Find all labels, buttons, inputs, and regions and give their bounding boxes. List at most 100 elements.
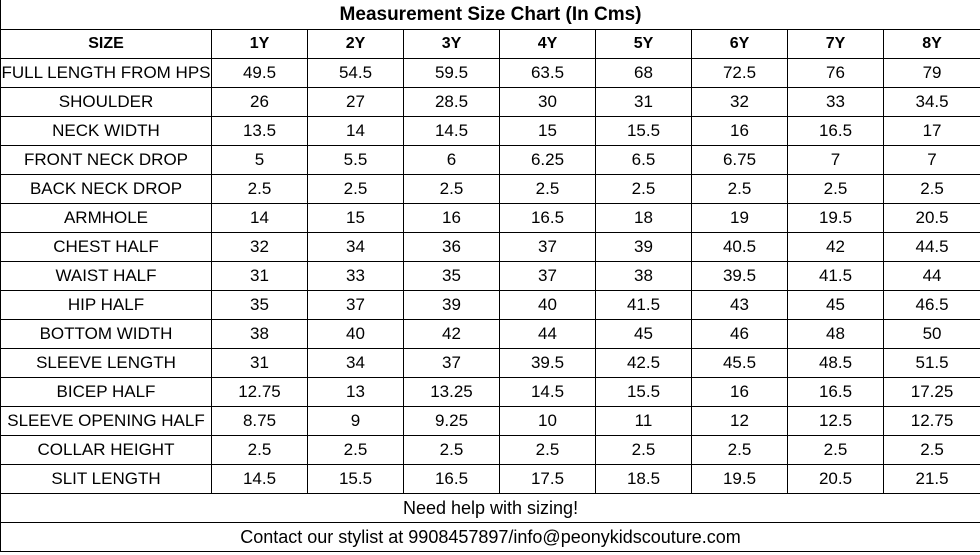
measurement-value: 13.25 <box>403 377 500 407</box>
measurement-value: 49.5 <box>211 58 308 88</box>
measurement-value: 42 <box>787 232 884 262</box>
measurement-value: 16 <box>691 116 788 146</box>
size-header: 8Y <box>882 29 980 59</box>
size-header: 6Y <box>691 29 788 59</box>
table-row: BACK NECK DROP 2.5 2.5 2.5 2.5 2.5 2.5 2.5 2.5 <box>0 174 980 204</box>
measurement-value: 16 <box>403 203 500 233</box>
measurement-value: 33 <box>787 87 884 117</box>
measurement-value: 40.5 <box>691 232 788 262</box>
table-row: CHEST HALF 32 34 36 37 39 40.5 42 44.5 <box>0 232 980 262</box>
measurement-value: 30 <box>499 87 596 117</box>
chart-title: Measurement Size Chart (In Cms) <box>0 0 980 30</box>
measurement-label: NECK WIDTH <box>0 116 212 146</box>
measurement-label: SHOULDER <box>0 87 212 117</box>
measurement-value: 50 <box>882 319 980 349</box>
measurement-value: 35 <box>403 261 500 291</box>
measurement-value: 28.5 <box>403 87 500 117</box>
measurement-value: 20.5 <box>787 464 884 494</box>
measurement-value: 37 <box>307 290 404 320</box>
table-row: NECK WIDTH 13.5 14 14.5 15 15.5 16 16.5 17 <box>0 116 980 146</box>
size-header: 5Y <box>595 29 692 59</box>
measurement-value: 15.5 <box>595 116 692 146</box>
measurement-value: 41.5 <box>787 261 884 291</box>
measurement-value: 2.5 <box>307 435 404 465</box>
measurement-value: 76 <box>787 58 884 88</box>
measurement-value: 2.5 <box>499 435 596 465</box>
measurement-value: 31 <box>595 87 692 117</box>
size-header: 3Y <box>403 29 500 59</box>
measurement-value: 12.5 <box>787 406 884 436</box>
table-row: SHOULDER 26 27 28.5 30 31 32 33 34.5 <box>0 87 980 117</box>
measurement-value: 21.5 <box>882 464 980 494</box>
measurement-value: 15 <box>499 116 596 146</box>
measurement-label: ARMHOLE <box>0 203 212 233</box>
measurement-value: 2.5 <box>403 174 500 204</box>
measurement-label: SLIT LENGTH <box>0 464 212 494</box>
measurement-value: 17 <box>882 116 980 146</box>
measurement-value: 13 <box>307 377 404 407</box>
measurement-value: 45.5 <box>691 348 788 378</box>
measurement-value: 48 <box>787 319 884 349</box>
title-row: Measurement Size Chart (In Cms) <box>0 0 980 30</box>
measurement-value: 19.5 <box>691 464 788 494</box>
measurement-value: 59.5 <box>403 58 500 88</box>
measurement-value: 6.75 <box>691 145 788 175</box>
measurement-value: 44.5 <box>882 232 980 262</box>
measurement-value: 79 <box>882 58 980 88</box>
measurement-value: 37 <box>499 261 596 291</box>
measurement-value: 44 <box>499 319 596 349</box>
measurement-value: 19.5 <box>787 203 884 233</box>
header-row: SIZE 1Y 2Y 3Y 4Y 5Y 6Y 7Y 8Y <box>0 29 980 59</box>
measurement-value: 31 <box>211 348 308 378</box>
measurement-value: 54.5 <box>307 58 404 88</box>
size-header-label: SIZE <box>0 29 212 59</box>
measurement-value: 34 <box>307 232 404 262</box>
measurement-value: 48.5 <box>787 348 884 378</box>
table-row: FULL LENGTH FROM HPS 49.5 54.5 59.5 63.5 68 72… <box>0 58 980 88</box>
measurement-value: 39 <box>403 290 500 320</box>
measurement-value: 16.5 <box>403 464 500 494</box>
measurement-value: 36 <box>403 232 500 262</box>
measurement-value: 11 <box>595 406 692 436</box>
measurement-value: 9.25 <box>403 406 500 436</box>
measurement-value: 34.5 <box>882 87 980 117</box>
measurement-value: 19 <box>691 203 788 233</box>
measurement-value: 14.5 <box>499 377 596 407</box>
measurement-value: 7 <box>787 145 884 175</box>
measurement-value: 41.5 <box>595 290 692 320</box>
measurement-value: 15.5 <box>307 464 404 494</box>
measurement-value: 5.5 <box>307 145 404 175</box>
measurement-value: 27 <box>307 87 404 117</box>
size-header: 1Y <box>211 29 308 59</box>
measurement-value: 42 <box>403 319 500 349</box>
measurement-value: 32 <box>691 87 788 117</box>
measurement-value: 2.5 <box>211 174 308 204</box>
measurement-value: 39 <box>595 232 692 262</box>
measurement-value: 12.75 <box>882 406 980 436</box>
measurement-value: 16.5 <box>787 116 884 146</box>
size-header: 4Y <box>499 29 596 59</box>
measurement-value: 35 <box>211 290 308 320</box>
measurement-value: 31 <box>211 261 308 291</box>
table-row: SLEEVE OPENING HALF 8.75 9 9.25 10 11 12 12.5 12… <box>0 406 980 436</box>
measurement-label: BICEP HALF <box>0 377 212 407</box>
measurement-value: 32 <box>211 232 308 262</box>
measurement-value: 14.5 <box>211 464 308 494</box>
measurement-value: 2.5 <box>691 174 788 204</box>
measurement-value: 37 <box>499 232 596 262</box>
measurement-label: BOTTOM WIDTH <box>0 319 212 349</box>
measurement-value: 72.5 <box>691 58 788 88</box>
measurement-value: 42.5 <box>595 348 692 378</box>
measurement-value: 8.75 <box>211 406 308 436</box>
table-row: SLIT LENGTH 14.5 15.5 16.5 17.5 18.5 19.5 20.5 2… <box>0 464 980 494</box>
measurement-value: 2.5 <box>787 435 884 465</box>
footer-row: Contact our stylist at 9908457897/info@p… <box>0 522 980 552</box>
measurement-value: 14.5 <box>403 116 500 146</box>
measurement-value: 2.5 <box>211 435 308 465</box>
measurement-value: 45 <box>595 319 692 349</box>
measurement-value: 12 <box>691 406 788 436</box>
measurement-value: 63.5 <box>499 58 596 88</box>
measurement-label: FULL LENGTH FROM HPS <box>0 58 212 88</box>
measurement-value: 9 <box>307 406 404 436</box>
